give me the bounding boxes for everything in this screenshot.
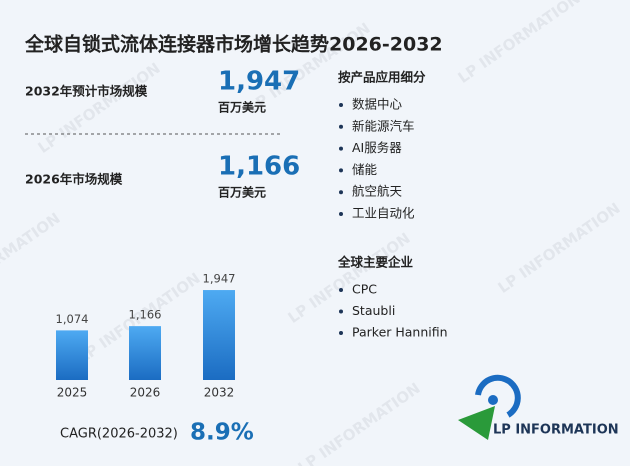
x-tick-label: 2025 <box>57 386 88 400</box>
list-item: CPC <box>352 282 377 297</box>
cagr-label: CAGR(2026-2032) <box>60 427 178 442</box>
list-item: Parker Hannifin <box>352 325 448 340</box>
bullet <box>339 331 343 335</box>
stat-unit: 百万美元 <box>218 100 266 115</box>
bullet <box>339 124 343 129</box>
bullet <box>339 146 343 151</box>
bar-value-label: 1,074 <box>56 312 89 326</box>
bullet <box>339 168 343 173</box>
stat-value: 1,947 <box>218 67 300 97</box>
stat-unit: 百万美元 <box>218 185 266 200</box>
bar <box>129 326 161 380</box>
list-item: 新能源汽车 <box>352 118 415 133</box>
bullet <box>339 212 343 216</box>
list-item: Staubli <box>352 303 395 318</box>
list-item: AI服务器 <box>352 140 402 155</box>
bullet <box>339 103 343 107</box>
stat-value: 1,166 <box>218 152 300 182</box>
bar-value-label: 1,166 <box>129 308 162 322</box>
bullet <box>339 190 343 195</box>
list-item: 工业自动化 <box>352 206 415 221</box>
x-tick-label: 2032 <box>204 386 235 400</box>
list-item: 储能 <box>352 162 378 177</box>
bar <box>203 290 235 380</box>
logo-icon <box>458 374 521 440</box>
bullet <box>339 288 343 292</box>
bar-value-label: 1,947 <box>203 272 236 286</box>
bar <box>56 330 88 380</box>
list-item: 数据中心 <box>352 97 403 112</box>
stat-label: 2032年预计市场规模 <box>25 84 148 99</box>
title: 全球自锁式流体连接器市场增长趋势2026-2032 <box>24 33 443 56</box>
stat-label: 2026年市场规模 <box>25 172 123 187</box>
logo-text: LP INFORMATION <box>493 423 619 438</box>
segments-title: 按产品应用细分 <box>338 70 426 85</box>
x-tick-label: 2026 <box>130 386 161 400</box>
bullet <box>339 309 343 314</box>
companies-title: 全球主要企业 <box>337 255 414 270</box>
list-item: 航空航天 <box>352 184 403 199</box>
cagr-value: 8.9% <box>190 420 254 446</box>
